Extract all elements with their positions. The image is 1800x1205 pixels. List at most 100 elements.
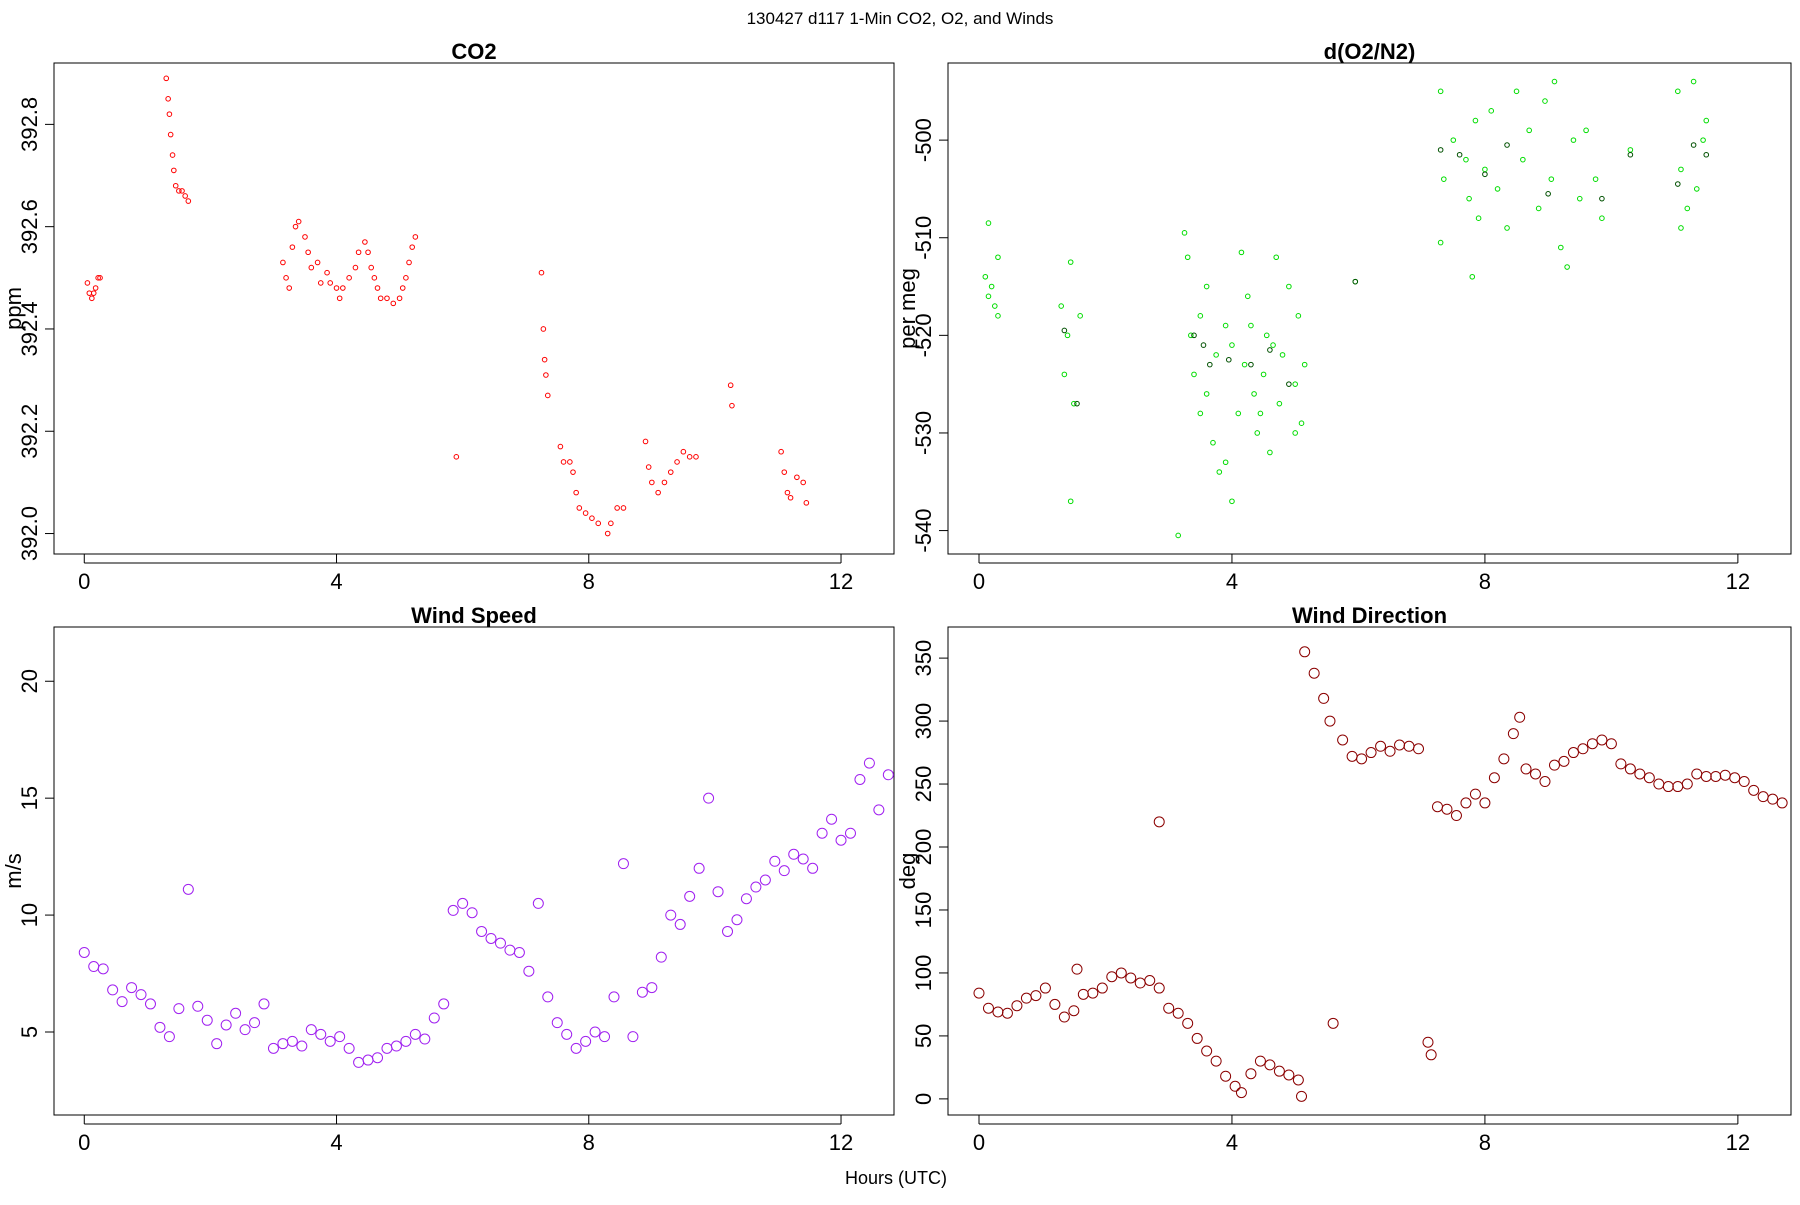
y-axis-label: deg [895, 853, 920, 890]
point [784, 489, 791, 496]
point [1703, 151, 1710, 158]
point [1197, 410, 1204, 417]
point [201, 1014, 213, 1026]
point [1394, 739, 1406, 751]
point [453, 454, 460, 460]
y-tick-label: 392.8 [17, 97, 42, 152]
point [400, 1035, 412, 1047]
point [1134, 977, 1146, 989]
point [1690, 78, 1697, 85]
y-tick-label: 350 [911, 640, 936, 677]
point [1530, 768, 1542, 780]
point [1251, 391, 1257, 397]
point [1352, 278, 1359, 285]
x-tick-label: 4 [330, 569, 342, 594]
point [778, 865, 790, 877]
point [1222, 322, 1229, 329]
y-axis-label: m/s [1, 853, 26, 888]
panel-title: CO2 [451, 39, 496, 64]
point [1729, 772, 1741, 784]
point [1197, 313, 1204, 319]
point [1203, 283, 1210, 290]
point [1463, 156, 1469, 163]
point [1292, 430, 1298, 436]
point [589, 1026, 601, 1038]
point [582, 510, 589, 516]
point [428, 1012, 440, 1024]
point [573, 489, 579, 496]
point [1229, 342, 1235, 348]
point [1087, 987, 1099, 999]
point [220, 1019, 232, 1031]
point [1058, 303, 1065, 309]
point [1494, 186, 1501, 192]
point [731, 914, 743, 926]
point [1077, 313, 1083, 319]
point [589, 515, 595, 521]
point [1235, 410, 1242, 417]
point [1564, 264, 1570, 270]
point [182, 193, 188, 199]
y-tick-label: 392.0 [17, 506, 42, 561]
point [179, 188, 185, 194]
point [1067, 498, 1074, 505]
point [1548, 759, 1560, 771]
y-tick-label: -540 [911, 509, 936, 553]
y-axis-label: per meg [895, 268, 920, 349]
point [797, 853, 809, 865]
point [1257, 410, 1264, 417]
point [982, 1002, 994, 1014]
point [171, 167, 177, 174]
point [92, 285, 99, 291]
point [1535, 205, 1542, 212]
point [1479, 797, 1491, 809]
point [973, 987, 985, 999]
point [1071, 400, 1077, 407]
point [1634, 768, 1646, 780]
point [1460, 797, 1472, 809]
point [1264, 1059, 1276, 1071]
point [1738, 776, 1750, 788]
point [1507, 728, 1519, 740]
point [988, 283, 995, 290]
plot-frame [53, 62, 895, 555]
point [1672, 781, 1684, 793]
point [532, 897, 544, 909]
point [835, 834, 847, 846]
point [781, 469, 788, 475]
point [249, 1017, 261, 1029]
point [1450, 137, 1457, 143]
point [396, 295, 403, 302]
point [353, 1056, 365, 1068]
point [803, 500, 810, 506]
point [1469, 788, 1481, 800]
point [165, 96, 171, 102]
point [1308, 667, 1320, 679]
point [1222, 459, 1229, 466]
point [355, 249, 362, 256]
point [642, 438, 649, 445]
point [826, 813, 838, 825]
point [1466, 195, 1472, 202]
point [374, 285, 381, 291]
point [1441, 803, 1453, 815]
point [1653, 778, 1665, 790]
y-tick-label: 250 [911, 766, 936, 803]
point [1365, 747, 1377, 759]
point [1061, 327, 1068, 334]
point [1558, 244, 1564, 251]
point [1064, 332, 1071, 339]
point [1520, 763, 1532, 775]
point [1356, 753, 1368, 765]
point [447, 904, 459, 916]
point [154, 1021, 166, 1033]
point [1690, 142, 1697, 148]
point [1684, 205, 1691, 212]
point [627, 1031, 639, 1043]
point [403, 275, 409, 281]
point [1488, 772, 1500, 784]
point [1567, 747, 1579, 759]
point [1599, 195, 1605, 202]
point [1570, 137, 1577, 143]
point [1627, 151, 1634, 158]
